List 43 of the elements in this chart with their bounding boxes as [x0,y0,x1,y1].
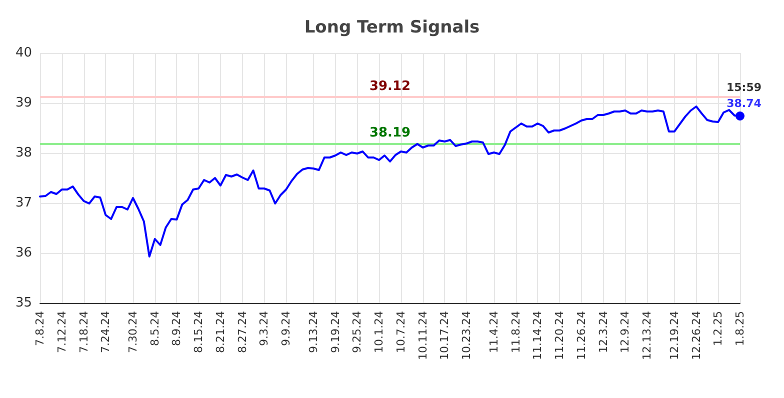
chart-title: Long Term Signals [304,18,480,38]
x-tick-label: 9.25.24 [350,311,364,353]
x-tick-label: 10.1.24 [372,311,386,353]
x-tick-label: 1.8.25 [734,311,746,346]
x-tick-label: 11.20.24 [553,311,566,360]
x-tick-label: 7.30.24 [126,311,140,353]
x-tick-label: 7.24.24 [99,311,112,353]
x-tick-label: 9.3.24 [258,311,271,346]
x-tick-label: 11.14.24 [531,311,544,360]
y-tick-label: 40 [15,46,32,60]
x-tick-label: 9.9.24 [280,311,293,346]
x-tick-label: 7.18.24 [77,311,90,353]
x-tick-label: 11.8.24 [509,311,522,353]
x-tick-label: 8.5.24 [148,311,162,346]
x-tick-label: 10.23.24 [460,311,474,360]
annotation: 38.74 [726,97,762,110]
x-tick-label: 9.19.24 [328,311,342,353]
x-tick-label: 8.9.24 [170,311,184,346]
y-tick-label: 39 [15,96,32,110]
ref-line-label: 39.12 [369,79,411,94]
x-tick-label: 10.11.24 [416,311,430,360]
x-tick-label: 12.19.24 [668,311,681,360]
x-tick-label: 1.2.25 [712,311,725,346]
x-tick-label: 7.8.24 [34,311,46,346]
x-tick-label: 8.21.24 [214,311,227,353]
y-tick-label: 35 [15,296,32,310]
x-tick-label: 7.12.24 [55,311,68,353]
x-tick-label: 12.9.24 [618,311,632,353]
x-tick-label: 8.15.24 [192,311,206,353]
x-tick-label: 12.26.24 [690,311,703,360]
x-tick-label: 8.27.24 [236,311,249,353]
ref-line-label: 38.19 [369,126,411,140]
x-tick-label: 12.13.24 [640,311,654,360]
x-tick-label: 10.17.24 [438,311,452,360]
x-tick-label: 12.3.24 [596,311,610,353]
y-tick-label: 37 [15,196,32,210]
x-tick-label: 9.13.24 [306,311,320,353]
x-tick-label: 10.7.24 [394,311,408,353]
x-tick-label: 11.26.24 [574,311,588,360]
annotation: 15:59 [726,81,762,94]
y-tick-label: 36 [15,246,32,260]
x-tick-label: 11.4.24 [487,311,500,353]
y-tick-label: 38 [15,146,32,160]
